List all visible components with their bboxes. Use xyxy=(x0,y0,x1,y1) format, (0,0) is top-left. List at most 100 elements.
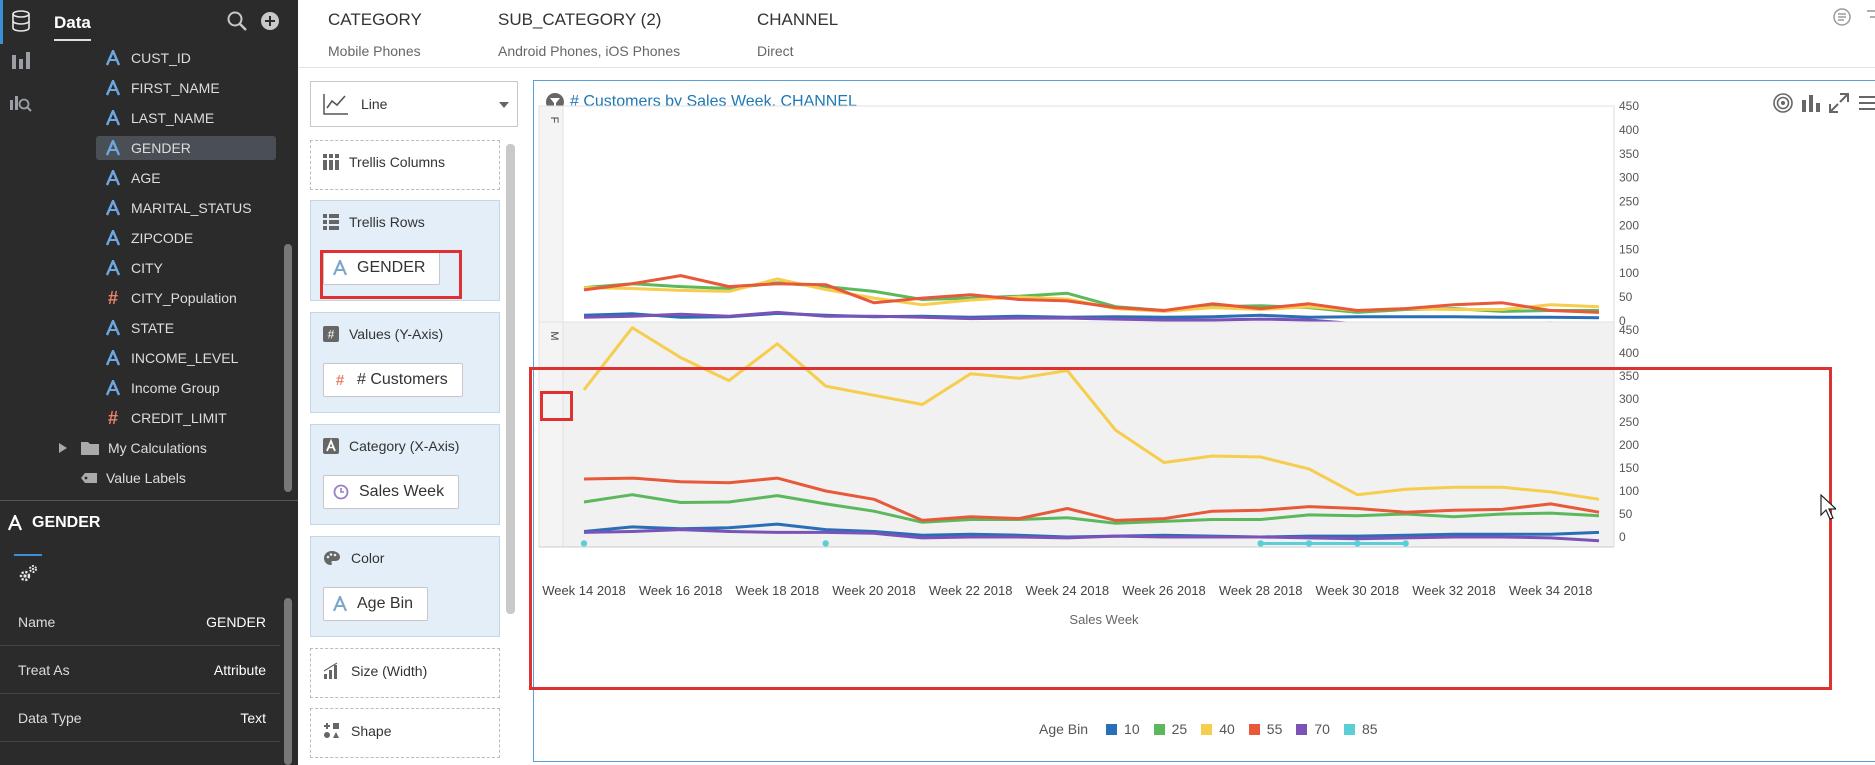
legend-label: 55 xyxy=(1266,721,1283,737)
data-element-age[interactable]: AGE xyxy=(96,166,276,190)
sales-week-pill[interactable]: Sales Week xyxy=(323,475,460,509)
data-element-marital-status[interactable]: MARITAL_STATUS xyxy=(96,196,276,220)
legend-swatch xyxy=(1296,723,1308,735)
y-tick-label: 200 xyxy=(1619,438,1639,452)
panel-divider xyxy=(0,500,298,501)
expand-triangle-icon[interactable] xyxy=(58,442,68,454)
y-tick-label: 0 xyxy=(1619,314,1626,328)
filter-menu-icon[interactable] xyxy=(1864,7,1875,27)
data-element-city-population[interactable]: # CITY_Population xyxy=(96,286,276,310)
size-label: Size (Width) xyxy=(351,663,428,679)
series-line-25 xyxy=(583,493,1600,525)
data-element-cust-id[interactable]: CUST_ID xyxy=(96,46,276,70)
legend-label: 70 xyxy=(1314,721,1330,737)
legend-item-85[interactable]: 85 xyxy=(1343,721,1378,737)
filter-sub-category[interactable]: SUB_CATEGORY (2) Android Phones, iOS Pho… xyxy=(498,10,680,59)
attribute-icon xyxy=(333,596,347,612)
values-dropzone[interactable]: # Values (Y-Axis) # # Customers xyxy=(310,312,500,413)
data-element-state[interactable]: STATE xyxy=(96,316,276,340)
data-element-credit-limit[interactable]: # CREDIT_LIMIT xyxy=(96,406,276,430)
shape-dropzone[interactable]: Shape xyxy=(310,708,500,758)
x-tick-label: Week 26 2018 xyxy=(1122,583,1206,598)
data-panel: Data CUST_ID FIRST_NAME LAST_NAME GENDER AGE… xyxy=(0,0,298,765)
legend-swatch xyxy=(1106,723,1118,735)
filter-name: SUB_CATEGORY (2) xyxy=(498,10,662,29)
trellis-row-strip xyxy=(538,105,564,323)
legend-item-25[interactable]: 25 xyxy=(1153,721,1187,737)
folder-value-labels[interactable]: Value Labels xyxy=(80,466,186,490)
size-icon xyxy=(323,662,338,679)
general-settings-tab[interactable] xyxy=(14,554,42,588)
properties-scrollbar[interactable] xyxy=(284,598,292,765)
x-tick-label: Week 22 2018 xyxy=(929,583,1013,598)
property-row-name[interactable]: Name GENDER xyxy=(0,598,280,646)
y-tick-label: 350 xyxy=(1619,147,1639,161)
size-dropzone[interactable]: Size (Width) xyxy=(310,648,500,698)
chart-legend: Age Bin 10 25 40 55 70 85 xyxy=(1039,721,1392,737)
filter-channel[interactable]: CHANNEL Direct xyxy=(757,10,838,59)
folder-my-calculations[interactable]: My Calculations xyxy=(58,436,207,460)
data-element-income-level[interactable]: INCOME_LEVEL xyxy=(96,346,276,370)
attribute-icon xyxy=(105,320,121,336)
svg-text:#: # xyxy=(108,410,118,426)
attribute-icon xyxy=(105,350,121,366)
property-row-data-type[interactable]: Data Type Text xyxy=(0,694,280,742)
data-element-label: AGE xyxy=(131,170,161,186)
data-element-city[interactable]: CITY xyxy=(96,256,276,280)
chart-type-select[interactable]: Line xyxy=(310,81,518,127)
bar-chart-icon[interactable] xyxy=(6,46,36,76)
category-dropzone[interactable]: Category (X-Axis) Sales Week xyxy=(310,424,500,525)
legend-item-10[interactable]: 10 xyxy=(1106,721,1140,737)
attribute-icon xyxy=(105,110,121,126)
data-element-last-name[interactable]: LAST_NAME xyxy=(96,106,276,130)
customers-pill[interactable]: # # Customers xyxy=(323,363,463,397)
attribute-icon xyxy=(333,260,347,276)
data-element-label: INCOME_LEVEL xyxy=(131,350,239,366)
chevron-down-icon xyxy=(499,102,509,108)
analytics-icon[interactable] xyxy=(6,88,36,118)
chart-plot[interactable]: F 0 50 100 150 200 250 300 350 400 450 M 0 50 100 150 20… xyxy=(534,81,1875,763)
legend-item-55[interactable]: 55 xyxy=(1248,721,1283,737)
shape-label: Shape xyxy=(351,723,392,739)
filter-category[interactable]: CATEGORY Mobile Phones xyxy=(328,10,422,59)
trellis-rows-dropzone[interactable]: Trellis Rows GENDER xyxy=(310,200,500,301)
tree-scrollbar[interactable] xyxy=(284,244,292,492)
filter-value: Mobile Phones xyxy=(328,43,421,59)
data-element-first-name[interactable]: FIRST_NAME xyxy=(96,76,276,100)
data-element-zipcode[interactable]: ZIPCODE xyxy=(96,226,276,250)
data-element-gender[interactable]: GENDER xyxy=(96,136,276,160)
y-tick-label: 300 xyxy=(1619,392,1639,406)
change-chart-icon[interactable] xyxy=(1800,92,1822,114)
chart-canvas[interactable]: # Customers by Sales Week, CHANNEL F 0 50 1… xyxy=(533,80,1875,762)
trellis-row-strip xyxy=(538,321,564,548)
maximize-icon[interactable] xyxy=(1828,92,1850,114)
data-element-income-group[interactable]: Income Group xyxy=(96,376,276,400)
target-icon[interactable] xyxy=(1772,92,1794,114)
legend-item-70[interactable]: 70 xyxy=(1296,721,1330,737)
folder-label: My Calculations xyxy=(108,440,207,456)
line-chart-icon xyxy=(323,94,348,115)
svg-text:#: # xyxy=(108,290,118,306)
measure-icon: # xyxy=(323,326,339,342)
data-panel-title: Data xyxy=(54,13,91,41)
gender-pill-label: GENDER xyxy=(357,259,426,276)
search-icon[interactable] xyxy=(226,10,248,32)
property-row-treat-as[interactable]: Treat As Attribute xyxy=(0,646,280,694)
attribute-icon xyxy=(105,50,121,66)
grammar-scrollbar[interactable] xyxy=(506,144,515,614)
add-icon[interactable] xyxy=(260,11,280,31)
color-dropzone[interactable]: Color Age Bin xyxy=(310,536,500,637)
age-bin-pill[interactable]: Age Bin xyxy=(323,587,429,621)
legend-item-40[interactable]: 40 xyxy=(1201,721,1235,737)
y-tick-label: 200 xyxy=(1619,218,1639,232)
data-element-label: GENDER xyxy=(131,140,191,156)
trellis-columns-dropzone[interactable]: Trellis Columns xyxy=(310,140,500,190)
y-tick-label: 150 xyxy=(1619,242,1639,256)
filter-options-icon[interactable] xyxy=(1832,7,1852,27)
x-tick-label: Week 32 2018 xyxy=(1412,583,1496,598)
age-bin-pill-label: Age Bin xyxy=(357,595,414,612)
x-tick-label: Week 30 2018 xyxy=(1316,583,1400,598)
database-icon[interactable] xyxy=(6,6,36,36)
data-element-label: LAST_NAME xyxy=(131,110,215,126)
gender-pill[interactable]: GENDER xyxy=(323,251,441,285)
